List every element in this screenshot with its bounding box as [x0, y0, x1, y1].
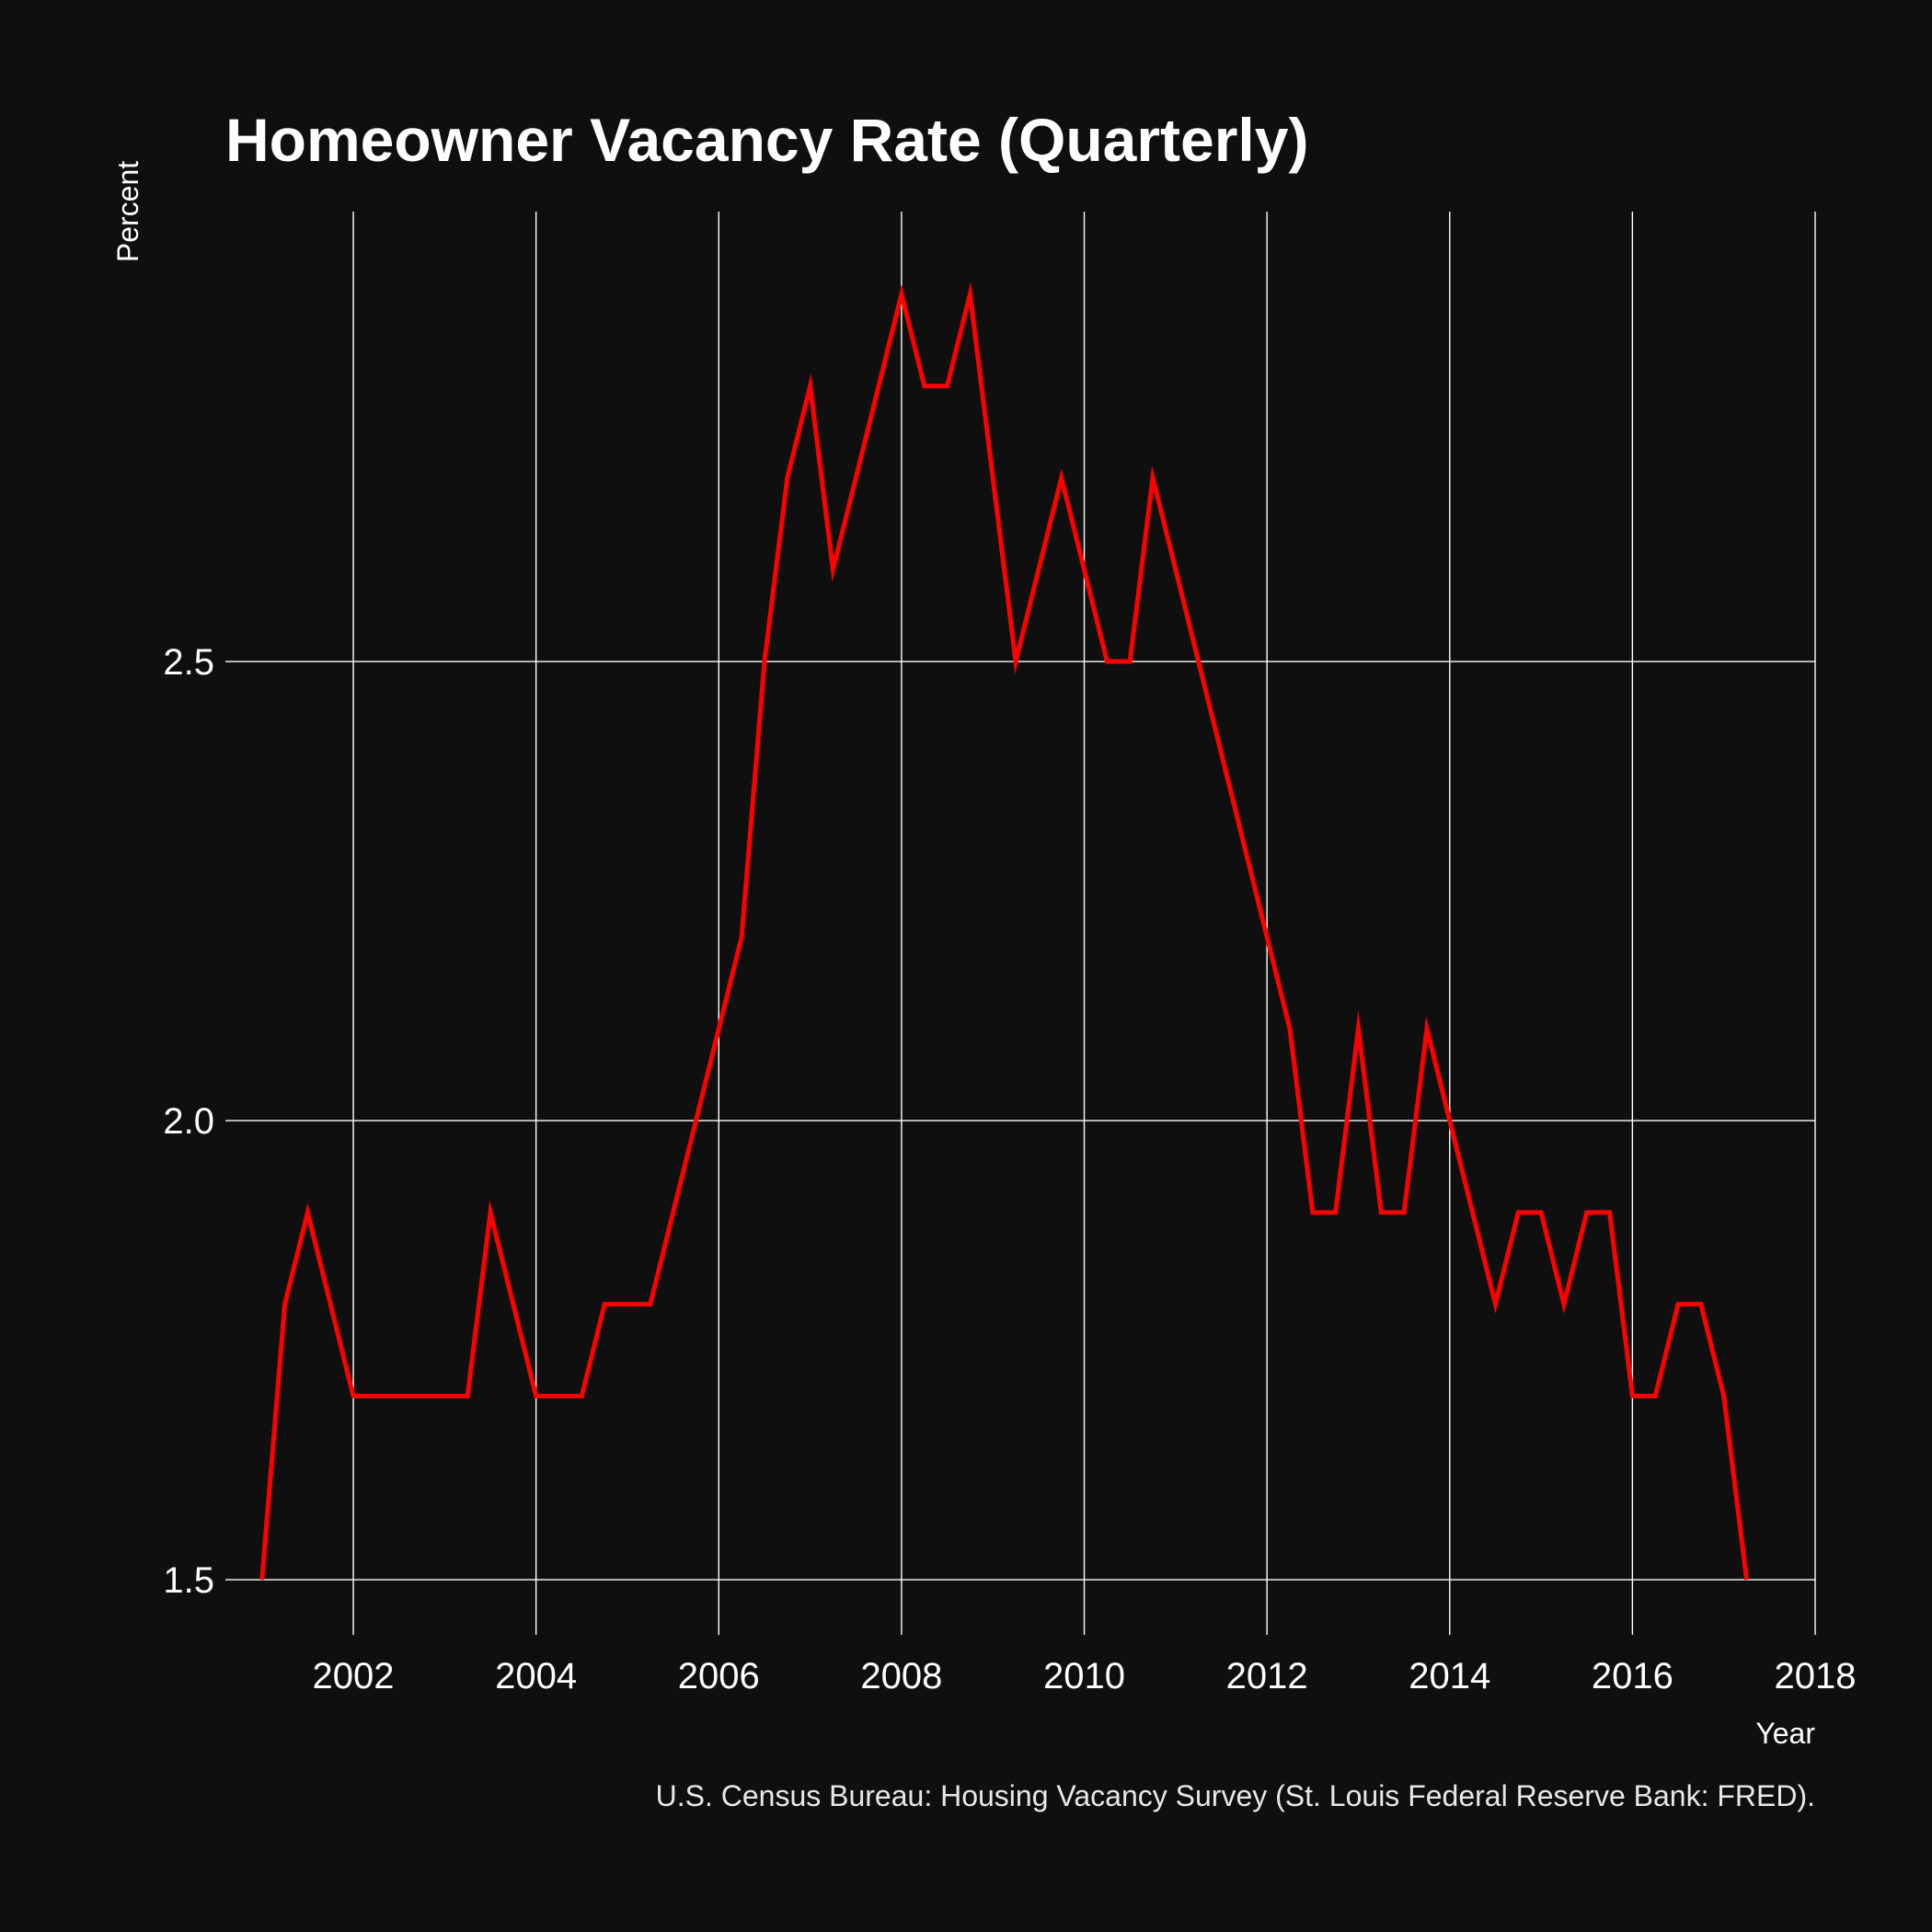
- x-tick-label: 2012: [1226, 1656, 1308, 1696]
- x-tick-label: 2008: [860, 1656, 942, 1696]
- x-tick-label: 2002: [313, 1656, 395, 1696]
- x-tick-label: 2018: [1775, 1656, 1857, 1696]
- x-tick-label: 2014: [1409, 1656, 1490, 1696]
- x-tick-label: 2004: [495, 1656, 577, 1696]
- x-tick-label: 2006: [678, 1656, 760, 1696]
- series-layer: [259, 282, 1750, 1581]
- x-tick-label: 2010: [1043, 1656, 1125, 1696]
- grid-lines: [225, 212, 1816, 1635]
- chart-caption: U.S. Census Bureau: Housing Vacancy Surv…: [656, 1779, 1815, 1812]
- chart-title: Homeowner Vacancy Rate (Quarterly): [225, 106, 1308, 174]
- series-line: [259, 282, 1750, 1581]
- y-axis-label: Percent: [111, 161, 144, 262]
- x-axis-label: Year: [1755, 1717, 1815, 1750]
- y-tick-label: 2.5: [163, 642, 214, 683]
- tick-labels: 2002 2004 2006 2008 2010 2012 2014 2016 2018 1.5 2…: [163, 642, 1856, 1696]
- y-tick-label: 2.0: [163, 1101, 214, 1142]
- x-tick-label: 2016: [1592, 1656, 1673, 1696]
- y-tick-label: 1.5: [163, 1560, 214, 1601]
